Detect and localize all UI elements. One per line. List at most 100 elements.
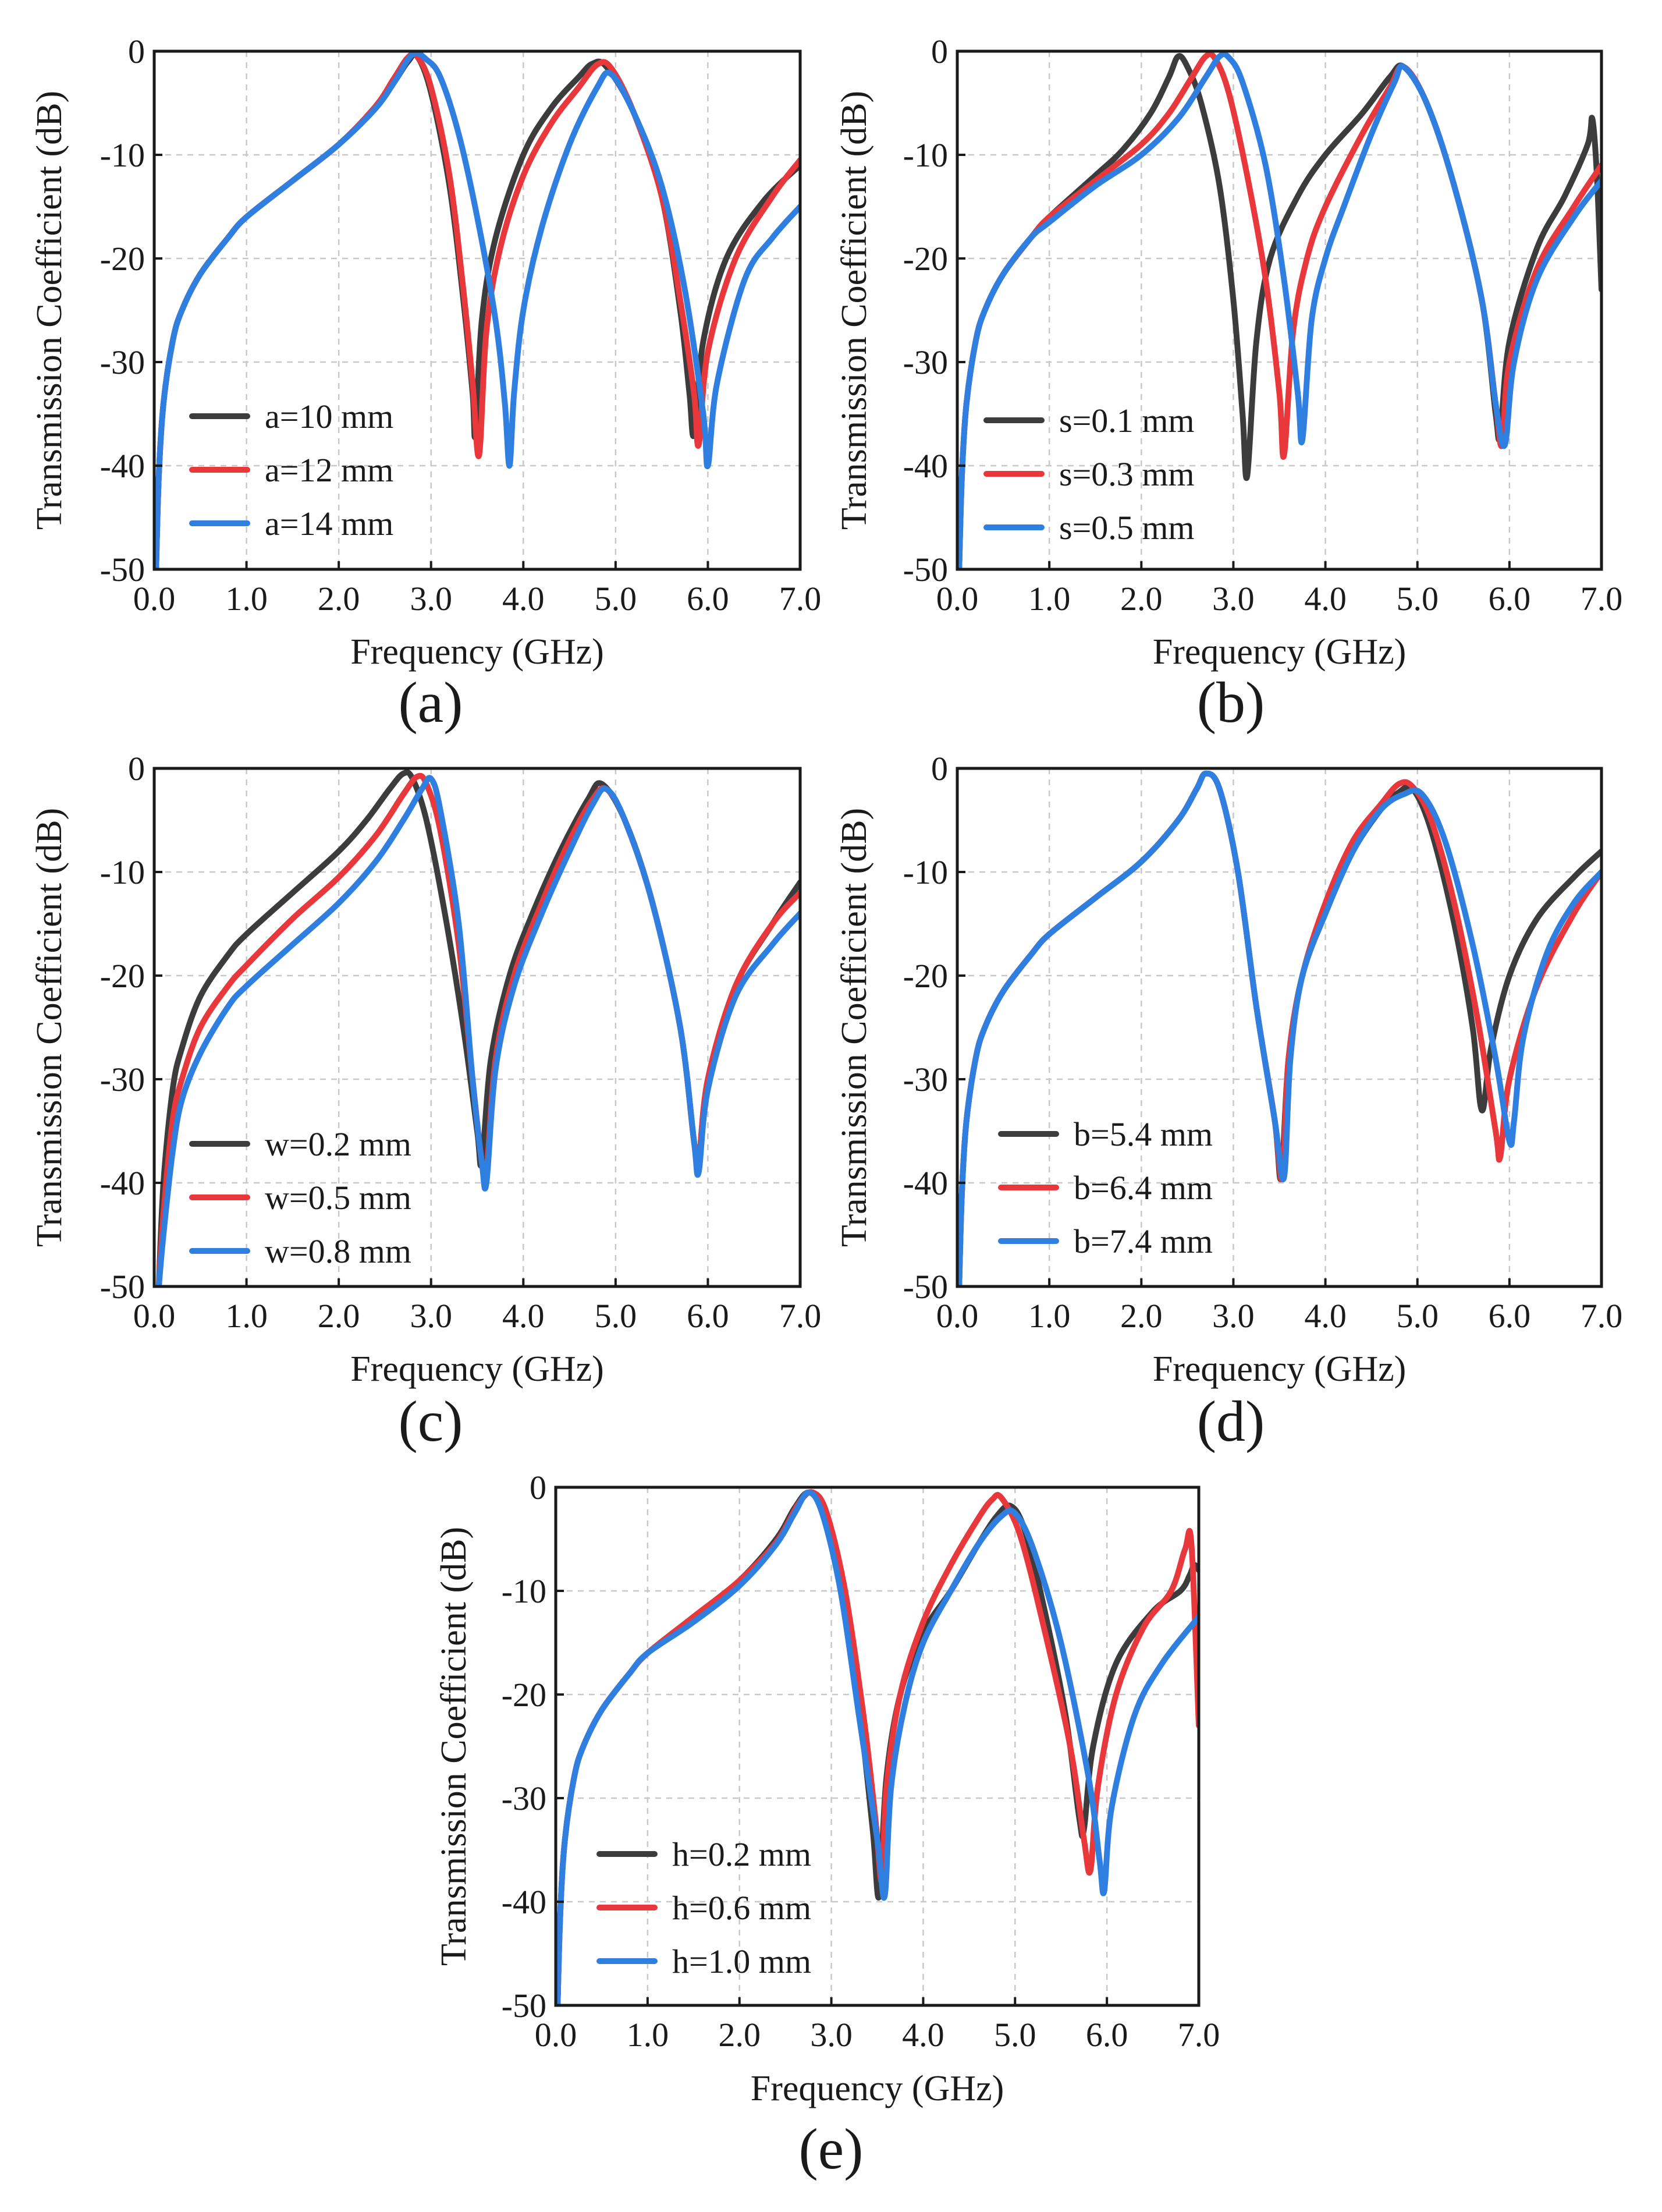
x-tick-label: 0.0 bbox=[133, 1297, 176, 1335]
y-tick-label: -10 bbox=[903, 853, 948, 891]
y-tick-label: -50 bbox=[903, 1268, 948, 1306]
legend-label: h=1.0 mm bbox=[672, 1942, 811, 1980]
y-tick-label: -20 bbox=[903, 240, 948, 278]
plot-frame bbox=[956, 49, 1603, 571]
x-tick-label: 6.0 bbox=[687, 1297, 729, 1335]
legend-label: w=0.5 mm bbox=[265, 1179, 411, 1217]
y-tick-label: 0 bbox=[128, 750, 145, 788]
x-tick-label: 6.0 bbox=[1489, 1297, 1531, 1335]
y-axis-title: Transmission Coefficient (dB) bbox=[834, 91, 874, 530]
y-tick-label: -30 bbox=[502, 1779, 546, 1817]
y-tick-label: -20 bbox=[903, 957, 948, 995]
y-axis-title: Transmission Coefficient (dB) bbox=[30, 91, 69, 530]
x-tick-label: 2.0 bbox=[718, 2016, 761, 2054]
chart-panel-2: 0.0 1.0 2.0 3.0 4.0 5.0 6.0 7.0 0 -10 -20 -30 -40 -50… bbox=[834, 33, 1622, 735]
legend-label: a=10 mm bbox=[265, 398, 393, 435]
legend-label: h=0.2 mm bbox=[672, 1835, 811, 1873]
x-tick-label: 6.0 bbox=[1489, 580, 1531, 618]
plot-frame bbox=[956, 767, 1603, 1288]
y-tick-label: -40 bbox=[903, 447, 948, 485]
legend-label: w=0.8 mm bbox=[265, 1232, 411, 1270]
panel-label: (d) bbox=[1197, 1389, 1265, 1454]
plot-frame bbox=[554, 1486, 1201, 2007]
series-group bbox=[155, 769, 800, 1286]
series-line-3 bbox=[556, 1489, 1199, 2005]
y-tick-label: -20 bbox=[502, 1676, 546, 1714]
legend-label: s=0.1 mm bbox=[1059, 402, 1195, 439]
y-tick-label: -30 bbox=[903, 1061, 948, 1098]
series-group bbox=[957, 770, 1601, 1286]
legend-label: s=0.5 mm bbox=[1059, 509, 1195, 547]
y-tick-label: -20 bbox=[100, 957, 145, 995]
x-tick-label: 2.0 bbox=[1120, 1297, 1163, 1335]
x-tick-label: 3.0 bbox=[1212, 580, 1255, 618]
y-tick-label: -30 bbox=[100, 343, 145, 381]
legend: h=0.2 mm h=0.6 mm h=1.0 mm bbox=[596, 1835, 811, 1980]
y-tick-label: 0 bbox=[931, 750, 948, 788]
x-axis-title: Frequency (GHz) bbox=[350, 632, 604, 672]
y-axis-title: Transmission Coefficient (dB) bbox=[30, 808, 69, 1247]
panels-container: 0.0 1.0 2.0 3.0 4.0 5.0 6.0 7.0 0 -10 -20 -30 -40 -50… bbox=[30, 33, 1622, 2181]
x-tick-label: 0.0 bbox=[535, 2016, 577, 2054]
legend-label: s=0.3 mm bbox=[1059, 455, 1195, 493]
x-tick-label: 6.0 bbox=[687, 580, 729, 618]
x-tick-label: 4.0 bbox=[502, 1297, 545, 1335]
x-tick-label: 0.0 bbox=[936, 1297, 979, 1335]
series-group bbox=[154, 51, 800, 569]
x-tick-label: 5.0 bbox=[1396, 1297, 1439, 1335]
legend-label: b=5.4 mm bbox=[1074, 1115, 1213, 1153]
x-tick-label: 4.0 bbox=[1304, 580, 1347, 618]
legend: a=10 mm a=12 mm a=14 mm bbox=[189, 398, 393, 543]
series-group bbox=[556, 1489, 1199, 2005]
series-group bbox=[957, 51, 1601, 569]
legend: b=5.4 mm b=6.4 mm b=7.4 mm bbox=[998, 1115, 1213, 1260]
x-axis-title: Frequency (GHz) bbox=[1153, 1349, 1407, 1389]
y-tick-label: -50 bbox=[502, 1987, 546, 2025]
y-tick-label: 0 bbox=[530, 1469, 546, 1506]
legend-label: a=12 mm bbox=[265, 451, 393, 489]
x-tick-label: 1.0 bbox=[627, 2016, 669, 2054]
panel-label: (a) bbox=[399, 670, 463, 735]
panel-label: (e) bbox=[799, 2117, 864, 2181]
y-tick-label: -10 bbox=[903, 136, 948, 174]
series-line-3 bbox=[154, 51, 800, 569]
y-tick-label: -40 bbox=[100, 447, 145, 485]
x-tick-label: 3.0 bbox=[810, 2016, 853, 2054]
x-tick-label: 1.0 bbox=[1028, 580, 1071, 618]
x-tick-label: 7.0 bbox=[1581, 580, 1623, 618]
x-tick-label: 3.0 bbox=[1212, 1297, 1255, 1335]
y-tick-label: -50 bbox=[100, 551, 145, 589]
y-tick-label: 0 bbox=[931, 33, 948, 70]
y-tick-label: -40 bbox=[903, 1164, 948, 1202]
x-tick-label: 5.0 bbox=[994, 2016, 1036, 2054]
x-tick-label: 4.0 bbox=[502, 580, 545, 618]
x-tick-label: 5.0 bbox=[595, 580, 637, 618]
y-tick-label: -40 bbox=[100, 1164, 145, 1202]
gridlines bbox=[556, 1487, 1199, 2005]
x-tick-label: 7.0 bbox=[1581, 1297, 1623, 1335]
x-tick-label: 2.0 bbox=[318, 580, 360, 618]
series-line-3 bbox=[155, 775, 800, 1286]
x-tick-label: 4.0 bbox=[902, 2016, 944, 2054]
x-tick-label: 2.0 bbox=[1120, 580, 1163, 618]
x-tick-label: 3.0 bbox=[410, 580, 452, 618]
x-tick-label: 3.0 bbox=[410, 1297, 452, 1335]
x-tick-label: 5.0 bbox=[1396, 580, 1439, 618]
y-tick-label: -30 bbox=[903, 343, 948, 381]
y-tick-label: -10 bbox=[502, 1572, 546, 1610]
plot-frame bbox=[152, 767, 802, 1288]
y-tick-label: -20 bbox=[100, 240, 145, 278]
legend-label: a=14 mm bbox=[265, 505, 393, 543]
x-axis-title: Frequency (GHz) bbox=[751, 2069, 1004, 2108]
x-tick-label: 1.0 bbox=[225, 1297, 268, 1335]
x-tick-label: 7.0 bbox=[779, 1297, 822, 1335]
x-tick-label: 0.0 bbox=[936, 580, 979, 618]
legend: w=0.2 mm w=0.5 mm w=0.8 mm bbox=[189, 1125, 411, 1270]
legend-label: b=7.4 mm bbox=[1074, 1222, 1213, 1260]
panel-label: (b) bbox=[1197, 670, 1265, 735]
y-tick-label: -40 bbox=[502, 1883, 546, 1921]
panel-label: (c) bbox=[399, 1389, 463, 1454]
legend-label: b=6.4 mm bbox=[1074, 1169, 1213, 1207]
y-tick-label: -10 bbox=[100, 136, 145, 174]
